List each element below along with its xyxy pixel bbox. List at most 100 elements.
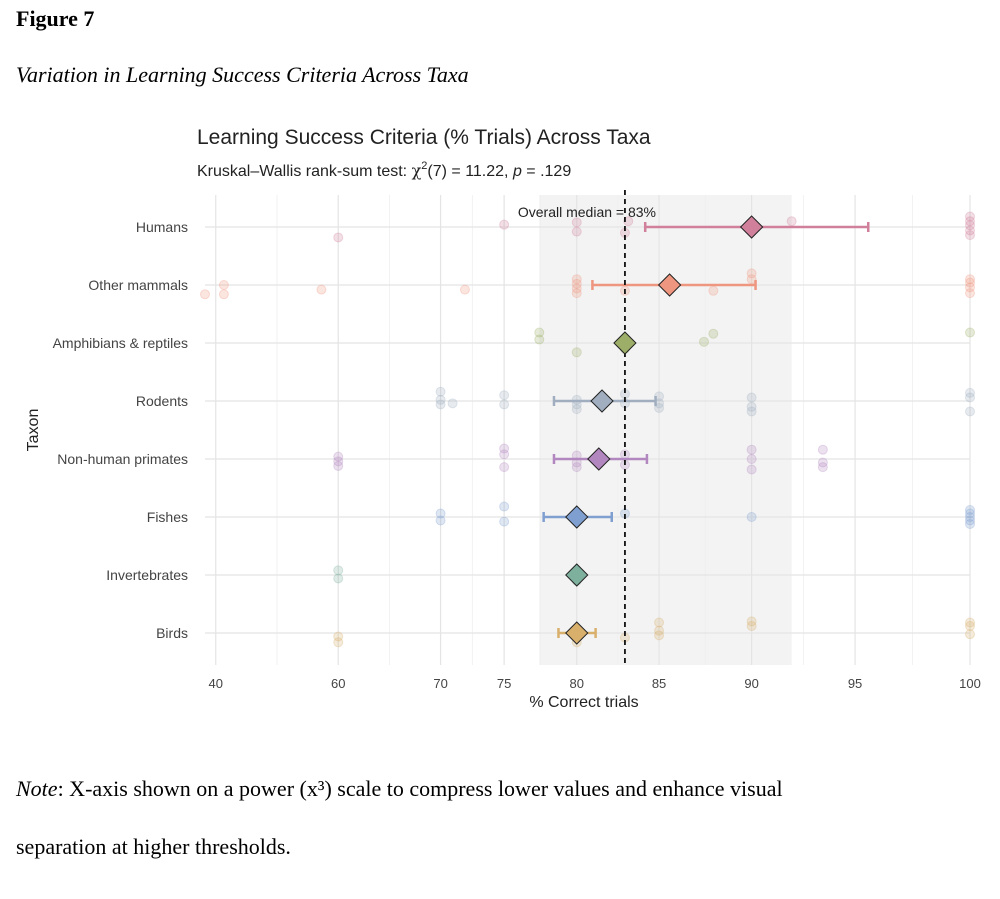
- x-tick-label: 95: [848, 676, 862, 691]
- data-point: [699, 336, 710, 347]
- note-line-1: : X-axis shown on a power (x³) scale to …: [57, 776, 783, 801]
- data-point: [965, 508, 975, 519]
- data-point: [965, 505, 975, 516]
- data-point: [817, 444, 828, 455]
- data-point: [571, 283, 582, 294]
- data-point: [623, 216, 634, 227]
- data-point: [746, 444, 757, 455]
- data-point: [817, 462, 828, 473]
- data-point: [746, 274, 757, 285]
- data-point: [965, 629, 975, 640]
- data-point: [746, 401, 757, 412]
- data-point: [571, 288, 582, 299]
- subtitle-prefix: Kruskal–Wallis rank-sum test:: [197, 163, 412, 180]
- data-point: [571, 226, 582, 237]
- subtitle-p: p: [512, 163, 522, 180]
- figure-caption: Variation in Learning Success Criteria A…: [16, 62, 469, 87]
- data-point: [965, 230, 975, 241]
- mean-diamond: [739, 215, 764, 239]
- data-point: [499, 390, 510, 401]
- mean-diamond: [590, 389, 614, 413]
- y-axis-title: Taxon: [25, 409, 42, 452]
- mean-diamond: [565, 621, 589, 645]
- data-point: [965, 515, 975, 526]
- y-tick-label: Fishes: [147, 509, 188, 525]
- subtitle-sup: 2: [421, 160, 427, 172]
- data-point: [499, 449, 510, 460]
- x-tick-label: 100: [959, 676, 981, 691]
- data-point: [333, 460, 344, 471]
- data-point: [571, 462, 582, 473]
- data-point: [435, 515, 446, 526]
- data-point: [965, 288, 975, 299]
- data-point: [786, 216, 797, 227]
- chart-subtitle: Kruskal–Wallis rank-sum test: χ2(7) = 11…: [197, 160, 571, 180]
- figure-note: Note: X-axis shown on a power (x³) scale…: [16, 776, 783, 802]
- data-point: [333, 456, 344, 467]
- data-point: [965, 387, 975, 398]
- mean-diamond: [657, 273, 682, 297]
- subtitle-stat: (7) = 11.22,: [427, 163, 513, 180]
- data-point: [435, 399, 446, 410]
- data-point: [499, 516, 510, 527]
- data-point: [333, 232, 344, 243]
- data-point: [746, 464, 757, 475]
- median-iqr-band: [539, 195, 792, 665]
- data-point: [746, 406, 757, 417]
- data-point: [571, 274, 582, 285]
- data-point: [571, 217, 582, 228]
- data-point: [708, 328, 719, 339]
- x-tick-label: 85: [652, 676, 666, 691]
- data-point: [218, 289, 229, 300]
- data-point: [435, 508, 446, 519]
- data-point: [333, 637, 344, 648]
- data-point: [333, 573, 344, 584]
- y-tick-label: Rodents: [136, 393, 188, 409]
- data-point: [746, 621, 757, 632]
- data-point: [965, 282, 975, 293]
- data-point: [447, 398, 458, 409]
- data-point: [817, 457, 828, 468]
- data-point: [459, 284, 470, 295]
- data-point: [746, 512, 757, 522]
- x-tick-label: 90: [744, 676, 758, 691]
- data-point: [571, 404, 582, 415]
- data-point: [534, 334, 545, 345]
- note-lead: Note: [16, 776, 58, 801]
- data-point: [746, 454, 757, 464]
- data-point: [746, 392, 757, 403]
- y-tick-label: Invertebrates: [106, 567, 188, 583]
- figure-label: Figure 7: [16, 6, 95, 31]
- dot-plot-chart: Learning Success Criteria (% Trials) Acr…: [25, 126, 981, 711]
- mean-diamond: [565, 563, 589, 587]
- data-point: [965, 327, 975, 338]
- x-tick-label: 80: [570, 676, 584, 691]
- data-point: [965, 216, 975, 227]
- subtitle-chi: χ: [412, 161, 422, 180]
- data-point: [654, 630, 665, 641]
- data-point: [333, 451, 344, 462]
- data-point: [965, 406, 975, 417]
- data-point: [965, 211, 975, 222]
- x-tick-label: 70: [433, 676, 447, 691]
- data-point: [435, 394, 446, 405]
- data-point: [965, 274, 975, 285]
- data-point: [316, 284, 327, 295]
- data-point: [218, 280, 229, 290]
- data-point: [965, 621, 975, 632]
- y-tick-label: Other mammals: [88, 277, 188, 293]
- mean-diamond: [587, 447, 611, 471]
- y-tick-label: Birds: [156, 625, 188, 641]
- data-point: [965, 220, 975, 231]
- data-point: [654, 625, 665, 636]
- data-point: [333, 565, 344, 576]
- data-point: [499, 443, 510, 454]
- data-point: [746, 268, 757, 279]
- median-label: Overall median = 83%: [518, 204, 656, 220]
- data-point: [499, 501, 510, 512]
- mean-diamond: [613, 331, 637, 355]
- figure-note-continued: separation at higher thresholds.: [16, 834, 291, 859]
- data-point: [746, 616, 757, 627]
- data-point: [571, 278, 582, 289]
- data-point: [965, 617, 975, 628]
